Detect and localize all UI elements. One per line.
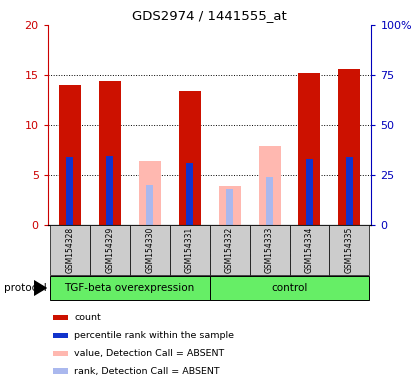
Text: rank, Detection Call = ABSENT: rank, Detection Call = ABSENT [74, 367, 220, 376]
Bar [339, 69, 361, 225]
Text: GSM154331: GSM154331 [185, 227, 194, 273]
Bar [330, 225, 369, 275]
Bar [306, 159, 313, 225]
Text: protocol: protocol [4, 283, 47, 293]
Text: count: count [74, 313, 101, 323]
Bar [210, 276, 369, 300]
Text: GSM154330: GSM154330 [145, 227, 154, 273]
Bar [53, 351, 68, 356]
Bar [66, 157, 73, 225]
Bar [178, 91, 200, 225]
Text: value, Detection Call = ABSENT: value, Detection Call = ABSENT [74, 349, 225, 358]
Bar [170, 225, 210, 275]
Title: GDS2974 / 1441555_at: GDS2974 / 1441555_at [132, 9, 287, 22]
Bar [59, 85, 81, 225]
Text: percentile rank within the sample: percentile rank within the sample [74, 331, 234, 340]
Bar [53, 315, 68, 321]
Bar [99, 81, 121, 225]
Bar [210, 225, 249, 275]
Text: GSM154334: GSM154334 [305, 227, 314, 273]
Polygon shape [34, 280, 47, 296]
Text: GSM154335: GSM154335 [345, 227, 354, 273]
Bar [53, 333, 68, 338]
Bar [266, 177, 273, 225]
Bar [346, 157, 353, 225]
Bar [259, 146, 281, 225]
Bar [53, 369, 68, 374]
Bar [106, 156, 113, 225]
Bar [50, 276, 210, 300]
Bar [226, 189, 233, 225]
Bar [146, 185, 153, 225]
Bar [249, 225, 290, 275]
Bar [90, 225, 129, 275]
Text: TGF-beta overexpression: TGF-beta overexpression [64, 283, 195, 293]
Bar [298, 73, 320, 225]
Text: control: control [271, 283, 308, 293]
Bar [139, 161, 161, 225]
Bar [129, 225, 170, 275]
Text: GSM154333: GSM154333 [265, 227, 274, 273]
Bar [219, 186, 241, 225]
Text: GSM154328: GSM154328 [65, 227, 74, 273]
Bar [290, 225, 330, 275]
Text: GSM154332: GSM154332 [225, 227, 234, 273]
Text: GSM154329: GSM154329 [105, 227, 114, 273]
Bar [186, 163, 193, 225]
Bar [50, 225, 90, 275]
